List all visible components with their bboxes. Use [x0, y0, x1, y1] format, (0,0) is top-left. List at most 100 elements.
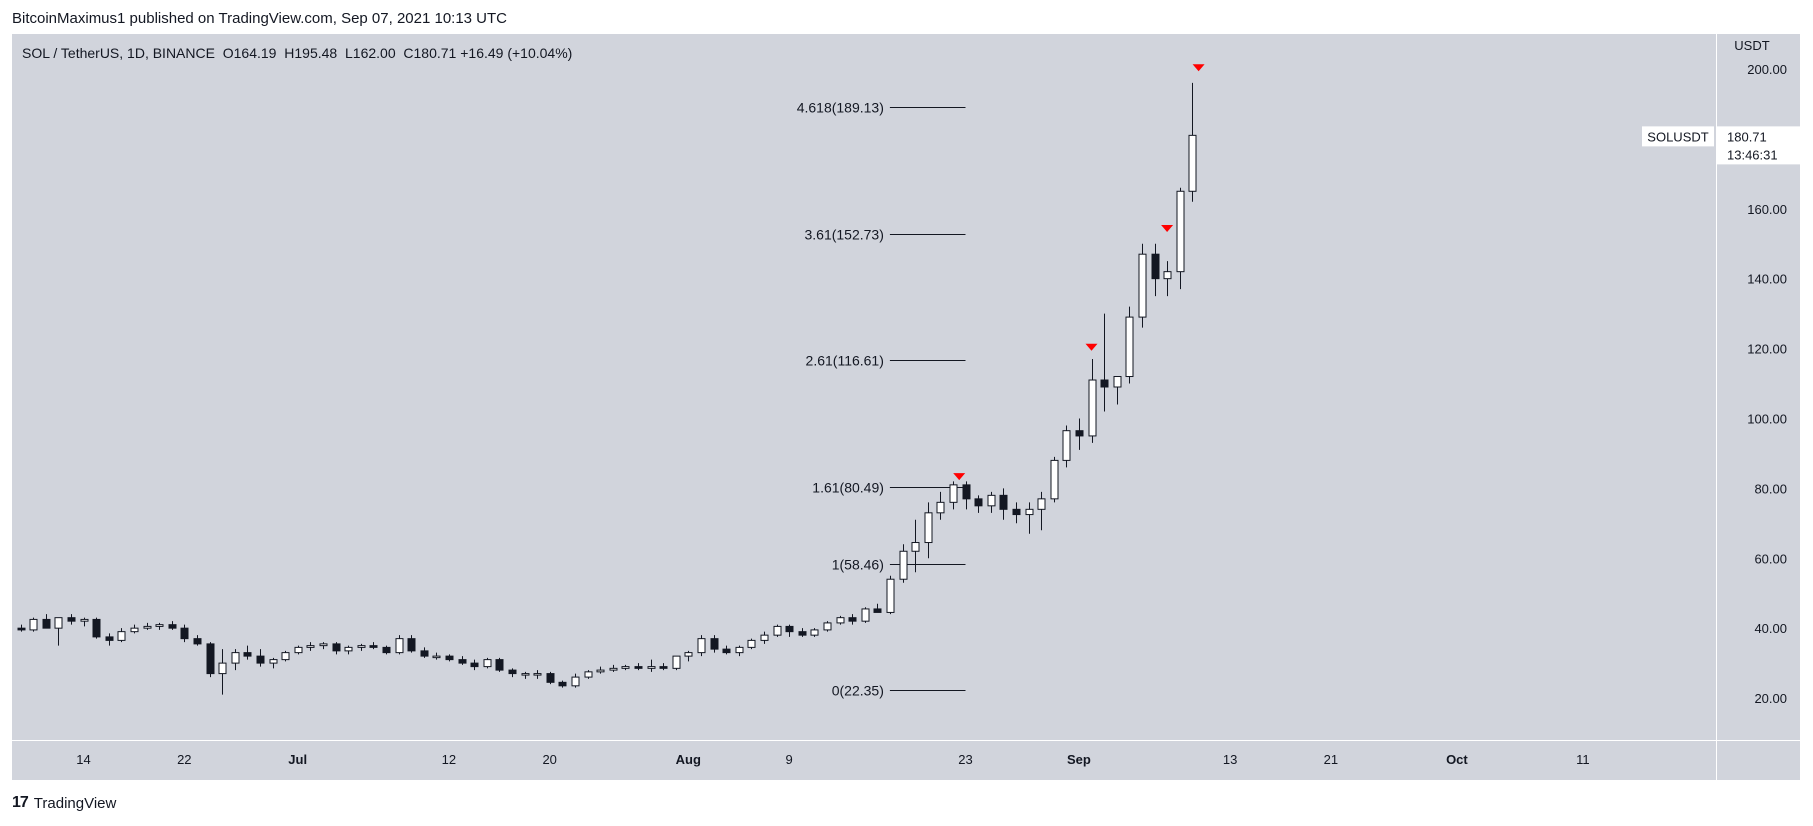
- time-tick-label: 14: [76, 752, 90, 767]
- time-tick-label: Sep: [1067, 752, 1091, 767]
- candle-down: [382, 646, 391, 654]
- candle-up: [143, 625, 152, 629]
- candle-down: [798, 631, 807, 636]
- candle-up: [80, 618, 89, 622]
- published-by-line: BitcoinMaximus1 published on TradingView…: [12, 10, 508, 27]
- candle-up: [886, 578, 895, 613]
- currency-label: USDT: [1734, 38, 1769, 53]
- candle-up: [1176, 190, 1185, 273]
- red-arrow-down-icon: [1192, 64, 1205, 72]
- time-tick-label: 13: [1223, 752, 1237, 767]
- candle-up: [533, 673, 542, 676]
- candle-up: [357, 645, 366, 648]
- candle-up: [596, 669, 605, 673]
- candle-up: [823, 622, 832, 631]
- candle-down: [1100, 379, 1109, 388]
- candle-up: [344, 646, 353, 652]
- candle-down: [180, 627, 189, 640]
- candle-up: [987, 494, 996, 507]
- candle-down: [458, 659, 467, 664]
- high-value: 195.48: [294, 45, 338, 61]
- candle-up: [218, 662, 227, 675]
- red-arrow-down-icon: [1085, 343, 1098, 351]
- candle-up: [747, 639, 756, 648]
- price-tick-label: 40.00: [1754, 621, 1787, 636]
- candle-down: [445, 655, 454, 661]
- symbol-legend[interactable]: SOL / TetherUS, 1D, BINANCE O164.19 H195…: [22, 45, 572, 61]
- candle-down: [407, 638, 416, 652]
- candle-down: [710, 638, 719, 650]
- candle-up: [924, 512, 933, 544]
- last-price-tag: SOLUSDT 180.71 13:46:31: [1642, 126, 1800, 165]
- candle-down: [546, 673, 555, 683]
- red-arrow-down-icon: [953, 473, 966, 481]
- candle-down: [1151, 253, 1160, 280]
- time-tick-label: 11: [1576, 752, 1590, 767]
- low-label: L: [344, 45, 353, 61]
- chart-background: [12, 34, 1800, 780]
- candle-up: [231, 652, 240, 664]
- candle-up: [54, 617, 63, 629]
- candle-down: [722, 648, 731, 654]
- candle-down: [495, 659, 504, 671]
- price-tag-countdown: 13:46:31: [1727, 147, 1778, 162]
- price-tick-label: 120.00: [1747, 342, 1787, 357]
- candle-up: [269, 659, 278, 664]
- time-tick-label: 12: [442, 752, 456, 767]
- candle-up: [319, 643, 328, 647]
- candle-up: [584, 671, 593, 678]
- candle-up: [911, 542, 920, 552]
- candle-down: [634, 666, 643, 669]
- candle-up: [1163, 271, 1172, 280]
- candle-down: [17, 627, 26, 631]
- candle-up: [609, 667, 618, 671]
- candle-up: [647, 666, 656, 669]
- time-tick-label: 21: [1324, 752, 1338, 767]
- candle-down: [508, 669, 517, 675]
- candle-up: [684, 652, 693, 657]
- candle-down: [420, 650, 429, 657]
- candle-down: [1075, 430, 1084, 437]
- tradingview-footer[interactable]: 17 TradingView: [12, 794, 116, 812]
- candle-up: [949, 484, 958, 503]
- fib-level-label: 4.618(189.13): [797, 100, 884, 116]
- price-tick-label: 100.00: [1747, 411, 1787, 426]
- price-tick-label: 80.00: [1754, 481, 1787, 496]
- close-value: 180.71: [413, 45, 457, 61]
- candle-up: [810, 629, 819, 636]
- candle-up: [1050, 459, 1059, 500]
- time-axis[interactable]: 14 22 Jul 12 20 Aug 9 23 Sep 13 21 Oct 11: [76, 752, 1589, 767]
- price-tag-box: [1717, 126, 1800, 165]
- symbol-title: SOL / TetherUS, 1D, BINANCE: [22, 45, 215, 61]
- red-arrow-down-icon: [1161, 224, 1174, 232]
- price-tick-label: 200.00: [1747, 62, 1787, 77]
- candle-down: [369, 645, 378, 648]
- price-tick-label: 20.00: [1754, 691, 1787, 706]
- candle-down: [470, 662, 479, 668]
- candle-up: [1138, 253, 1147, 318]
- candle-up: [936, 501, 945, 514]
- candle-up: [1088, 379, 1097, 437]
- candle-up: [571, 676, 580, 687]
- candle-down: [92, 618, 101, 638]
- time-tick-label: 9: [785, 752, 792, 767]
- candle-down: [659, 666, 668, 669]
- fib-level-label: 1.61(80.49): [812, 480, 884, 496]
- candle-up: [483, 659, 492, 668]
- price-axis[interactable]: USDT 20.00 40.00 60.00 80.00 100.00 120.00 140.…: [1734, 38, 1787, 706]
- time-tick-label: 23: [958, 752, 972, 767]
- candle-up: [395, 638, 404, 654]
- candle-up: [697, 638, 706, 654]
- open-value: 164.19: [233, 45, 277, 61]
- candle-down: [999, 494, 1008, 510]
- candle-up: [117, 631, 126, 641]
- price-chart[interactable]: 0(22.35) 1(58.46) 1.61(80.49) 2.61(116.61) 3…: [12, 34, 1800, 780]
- price-tag-symbol: SOLUSDT: [1647, 129, 1708, 144]
- axis-dividers: [12, 34, 1800, 780]
- candle-down: [67, 617, 76, 622]
- candle-down: [206, 643, 215, 675]
- candle-down: [873, 608, 882, 613]
- price-tag-symbol-box: [1642, 126, 1714, 147]
- price-tick-label: 160.00: [1747, 202, 1787, 217]
- candle-up: [672, 655, 681, 669]
